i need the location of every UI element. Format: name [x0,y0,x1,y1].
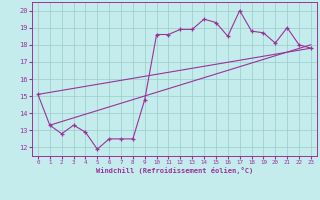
X-axis label: Windchill (Refroidissement éolien,°C): Windchill (Refroidissement éolien,°C) [96,167,253,174]
